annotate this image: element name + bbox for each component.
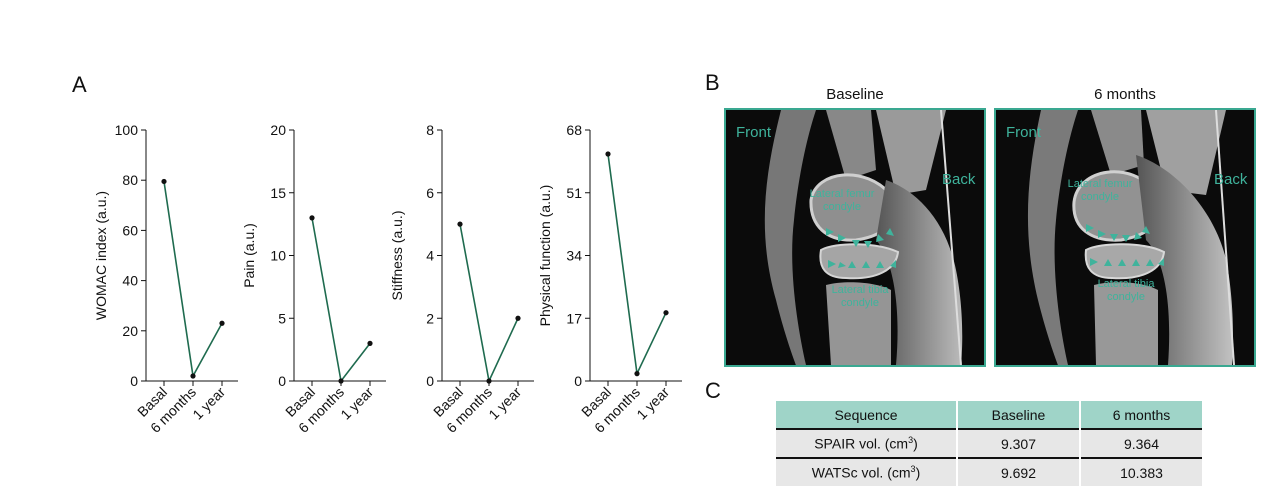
series-line <box>311 217 371 383</box>
mri-title-baseline: Baseline <box>826 86 884 103</box>
mri-tibia-label-baseline: Lateral tibia condyle <box>831 284 889 309</box>
sequence-table: Sequence Baseline 6 months SPAIR vol. (c… <box>776 401 1204 486</box>
y-tick-label: 34 <box>566 248 582 264</box>
mri-image-baseline <box>724 108 986 367</box>
table-header-row: Sequence Baseline 6 months <box>776 401 1204 429</box>
mri-front-label-6months: Front <box>1006 124 1042 141</box>
y-tick-label: 60 <box>122 222 138 238</box>
data-point <box>515 315 521 321</box>
table-cell-6months: 9.364 <box>1080 428 1204 459</box>
table-header: 6 months <box>1080 401 1204 429</box>
mri-title-6months: 6 months <box>1094 86 1156 103</box>
y-tick-label: 6 <box>426 185 434 201</box>
x-tick-label: 1 year <box>485 384 524 423</box>
y-tick-label: 51 <box>566 185 582 201</box>
data-point <box>161 178 167 185</box>
data-point <box>486 378 492 384</box>
mri-image-6months <box>994 108 1256 367</box>
data-point <box>663 310 669 316</box>
table-header: Sequence <box>776 401 958 429</box>
series-line <box>607 153 667 377</box>
panel-label-a: A <box>72 72 87 97</box>
table-cell-baseline: 9.692 <box>957 457 1081 486</box>
table-cell-sequence: WATSc vol. (cm3) <box>776 457 958 486</box>
y-axis-label: WOMAC index (a.u.) <box>93 191 109 320</box>
y-tick-label: 0 <box>426 373 434 389</box>
x-tick-label: 1 year <box>189 384 228 423</box>
mri-front-label-baseline: Front <box>736 124 772 141</box>
series-line <box>459 223 519 384</box>
mri-femur-label-6months: Lateral femur condyle <box>1067 178 1133 203</box>
table-cell-sequence: SPAIR vol. (cm3) <box>776 428 958 459</box>
x-tick-label: 1 year <box>633 384 672 423</box>
data-point <box>605 151 611 157</box>
data-point <box>634 371 640 377</box>
y-tick-label: 100 <box>115 122 139 138</box>
y-tick-label: 20 <box>270 122 286 138</box>
mri-tibia-label-6months: Lateral tibia condyle <box>1097 278 1155 303</box>
mri-femur-label-baseline: Lateral femur condyle <box>809 188 875 213</box>
data-point <box>367 340 373 346</box>
y-tick-label: 0 <box>574 373 582 389</box>
data-point <box>309 215 315 221</box>
y-tick-label: 40 <box>122 273 138 289</box>
y-tick-label: 4 <box>426 248 434 264</box>
y-axis-label: Pain (a.u.) <box>241 223 257 288</box>
y-tick-label: 17 <box>566 310 582 326</box>
y-tick-label: 80 <box>122 172 138 188</box>
y-tick-label: 2 <box>426 310 434 326</box>
mri-back-label-6months: Back <box>1214 171 1248 188</box>
y-tick-label: 0 <box>278 373 286 389</box>
y-tick-label: 10 <box>270 248 286 264</box>
panel-label-b: B <box>705 70 720 95</box>
data-point <box>338 378 344 384</box>
y-tick-label: 68 <box>566 122 582 138</box>
panel-label-c: C <box>705 378 721 403</box>
table-cell-6months: 10.383 <box>1080 457 1204 486</box>
y-tick-label: 15 <box>270 185 286 201</box>
y-tick-label: 8 <box>426 122 434 138</box>
table-row: WATSc vol. (cm3) 9.692 10.383 <box>776 457 1204 486</box>
data-point <box>457 221 463 227</box>
table-header: Baseline <box>957 401 1081 429</box>
table-row: SPAIR vol. (cm3) 9.307 9.364 <box>776 428 1204 459</box>
y-tick-label: 0 <box>130 373 138 389</box>
x-tick-label: 1 year <box>337 384 376 423</box>
data-point <box>219 320 225 326</box>
mri-scan-baseline <box>764 110 963 365</box>
mri-scan-6months <box>1027 110 1235 365</box>
mri-back-label-baseline: Back <box>942 171 976 188</box>
y-axis-label: Stiffness (a.u.) <box>389 210 405 300</box>
data-point <box>190 373 196 379</box>
series-line <box>163 181 223 379</box>
table-cell-baseline: 9.307 <box>957 428 1081 459</box>
y-axis-label: Physical function (a.u.) <box>537 185 553 327</box>
y-tick-label: 20 <box>122 323 138 339</box>
y-tick-label: 5 <box>278 310 286 326</box>
